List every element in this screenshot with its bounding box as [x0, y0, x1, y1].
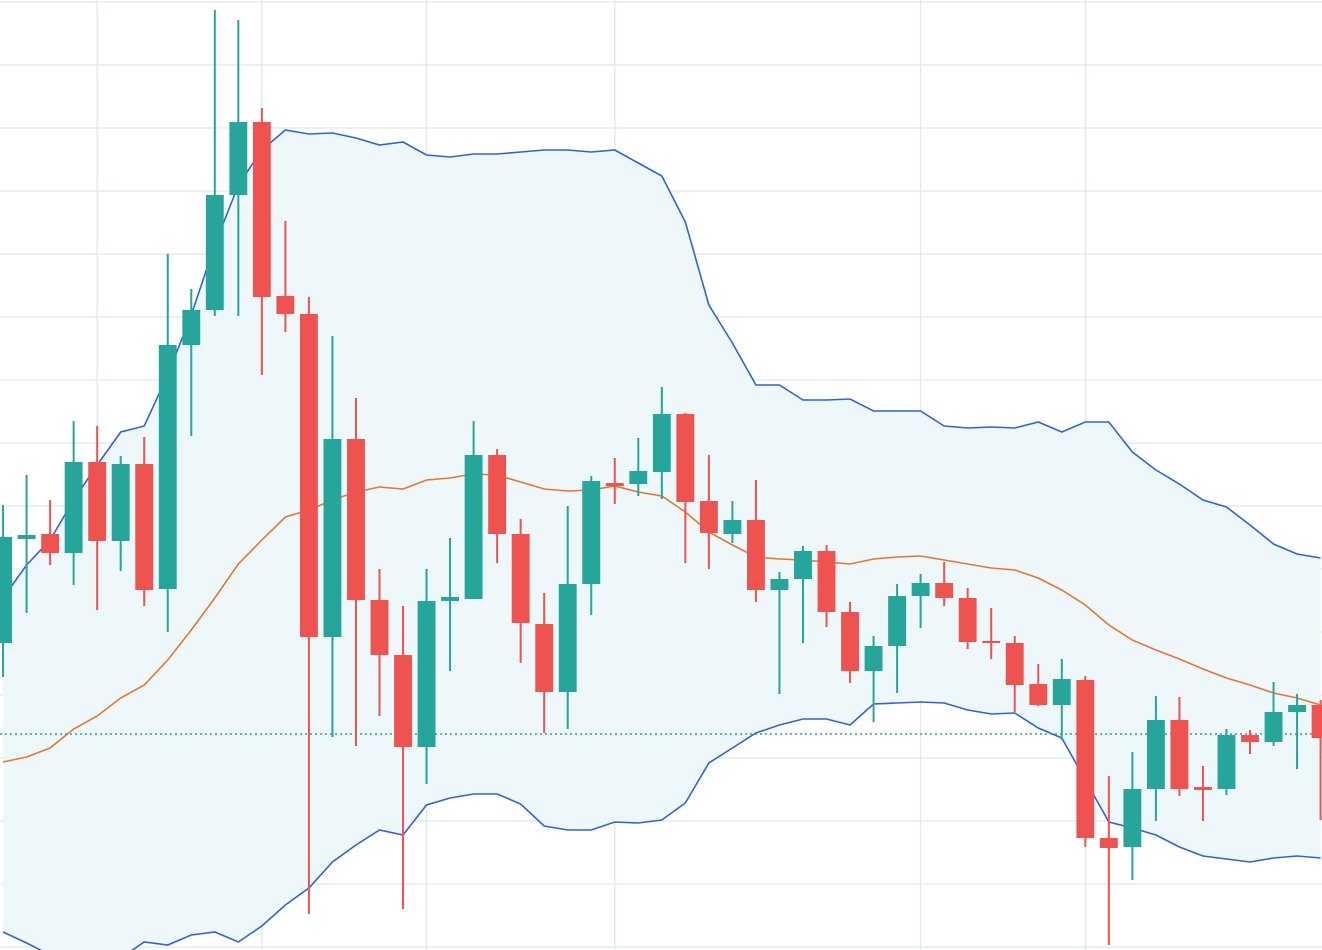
candle-body — [0, 537, 12, 643]
candle-body — [1241, 735, 1259, 742]
candle-body — [864, 646, 883, 671]
candle-body — [252, 122, 271, 297]
candle-body — [347, 439, 365, 600]
candle-body — [1170, 720, 1189, 789]
candle-body — [676, 414, 695, 502]
candle-body — [64, 462, 83, 553]
band-lower — [2, 701, 1321, 950]
candle-body — [17, 535, 36, 539]
candle-body — [1029, 684, 1048, 705]
candle-body — [558, 584, 577, 692]
candle-body — [1311, 705, 1322, 738]
candle-body — [488, 455, 507, 534]
candle-body — [111, 464, 130, 541]
candle-body — [41, 534, 60, 553]
candle-body — [723, 520, 742, 534]
candle-body — [511, 534, 530, 623]
candle-body — [1146, 720, 1165, 789]
candle-body — [958, 598, 977, 642]
candle-body — [582, 481, 601, 584]
candle-body — [817, 551, 836, 612]
candle-body — [982, 641, 1001, 643]
candle-body — [794, 551, 812, 579]
candle-body — [1005, 643, 1024, 685]
candle-body — [629, 471, 648, 484]
candle-body — [464, 455, 483, 599]
candle-body — [841, 612, 859, 671]
candle-body — [888, 596, 907, 646]
candle-body — [1123, 789, 1142, 847]
candle-body — [441, 597, 460, 601]
candle-body — [182, 310, 201, 345]
candle-body — [605, 483, 624, 486]
candle-body — [746, 520, 765, 590]
candle-body — [299, 314, 318, 637]
band-fill — [3, 130, 1321, 950]
candle-body — [1076, 680, 1095, 838]
candle-body — [652, 414, 671, 472]
candle-body — [699, 501, 718, 533]
candle-body — [370, 600, 389, 655]
candle-body — [158, 345, 177, 589]
candle-body — [323, 439, 342, 637]
candle-body — [1099, 838, 1118, 848]
candle-body — [1194, 787, 1212, 790]
candle-body — [535, 624, 554, 692]
candle-body — [1288, 705, 1307, 712]
candle-body — [911, 583, 930, 596]
candle-body — [417, 601, 436, 747]
candle-body — [135, 464, 154, 590]
candle-body — [1217, 735, 1236, 789]
candle-body — [276, 296, 295, 314]
candle-body — [1052, 679, 1071, 705]
candle-body — [770, 579, 789, 590]
candle-body — [935, 583, 954, 598]
candle-body — [205, 195, 224, 310]
candle-body — [394, 655, 412, 747]
candle-body — [1264, 712, 1283, 742]
candle-body — [88, 462, 107, 541]
candle-body — [229, 122, 248, 195]
